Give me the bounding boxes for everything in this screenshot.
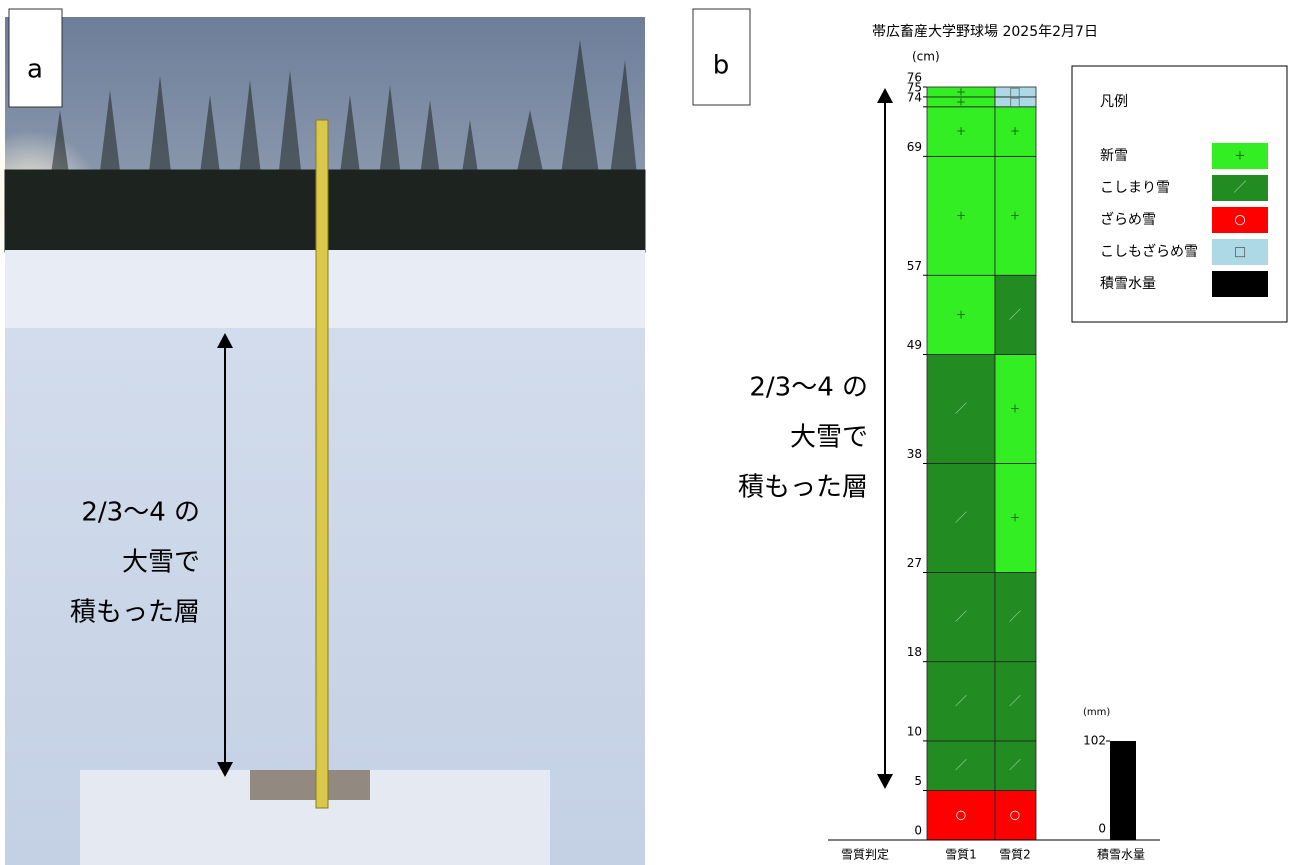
layer-symbol: + — [1010, 208, 1020, 222]
y-tick-label: 27 — [907, 556, 922, 570]
layer-symbol: ／ — [1009, 610, 1021, 624]
layer-symbol: ／ — [1009, 694, 1021, 708]
layer-symbol: ／ — [1009, 307, 1021, 321]
y-tick-label: 5 — [914, 774, 922, 788]
legend-symbol: ○ — [1234, 213, 1245, 228]
chart-title: 帯広畜産大学野球場 2025年2月7日 — [872, 24, 1098, 40]
legend-label: ざらめ雪 — [1100, 211, 1156, 228]
layer-symbol: + — [956, 124, 966, 138]
legend-symbol: + — [1235, 149, 1246, 164]
y-unit: (cm) — [912, 50, 940, 64]
annotation-line: 2/3〜4 の — [81, 498, 200, 528]
x-category-label: 雪質判定 — [841, 847, 889, 862]
layer-symbol: ／ — [1009, 758, 1021, 772]
layer-symbol: ／ — [955, 758, 967, 772]
legend-label: 積雪水量 — [1100, 276, 1156, 292]
layer-symbol: + — [956, 84, 966, 98]
water-tick-label: 102 — [1083, 734, 1106, 748]
y-tick-label: 38 — [907, 447, 922, 461]
y-tick-label: 57 — [907, 259, 922, 273]
y-tick-label: 76 — [907, 71, 922, 85]
panel-label: a — [27, 55, 43, 85]
legend-label: こしもざらめ雪 — [1100, 243, 1198, 260]
water-tick-label: 0 — [1098, 822, 1106, 836]
legend-label: 新雪 — [1100, 148, 1128, 164]
y-tick-label: 0 — [914, 824, 922, 838]
water-bar — [1110, 741, 1136, 840]
annotation-line: 大雪で — [790, 423, 868, 453]
page: a 2/3〜4 の 大雪で 積もった層 b 帯広畜産大学野球場 2025年2月7… — [0, 0, 1290, 865]
legend-symbol: □ — [1234, 245, 1246, 260]
layer-symbol: ／ — [955, 510, 967, 524]
y-tick-label: 10 — [907, 724, 922, 738]
figure: a 2/3〜4 の 大雪で 積もった層 b 帯広畜産大学野球場 2025年2月7… — [0, 0, 1290, 865]
layer-symbol: + — [1010, 510, 1020, 524]
layer-symbol: + — [1010, 124, 1020, 138]
legend-title: 凡例 — [1100, 94, 1128, 110]
layer-symbol: ○ — [956, 808, 966, 822]
x-category-label: 雪質2 — [999, 847, 1031, 862]
layer-symbol: + — [956, 307, 966, 321]
y-tick-label: 18 — [907, 645, 922, 659]
x-category-label: 雪質1 — [945, 847, 977, 862]
layer-symbol: ／ — [955, 610, 967, 624]
legend-swatch — [1212, 271, 1268, 297]
y-tick-label: 49 — [907, 338, 922, 352]
layer-symbol: ○ — [1010, 808, 1020, 822]
layer-symbol: + — [956, 208, 966, 222]
layer-symbol: ／ — [955, 402, 967, 416]
layer-symbol: ／ — [955, 694, 967, 708]
annotation-line: 2/3〜4 の — [749, 373, 868, 403]
water-unit: (mm) — [1083, 707, 1110, 718]
annotation-line: 積もった層 — [738, 473, 868, 503]
legend-label: こしまり雪 — [1100, 180, 1170, 196]
y-tick-label: 69 — [907, 140, 922, 154]
layer-symbol: □ — [1009, 84, 1020, 98]
panel-label: b — [713, 51, 730, 81]
water-label: 積雪水量 — [1097, 847, 1145, 862]
legend-symbol: ／ — [1233, 181, 1246, 196]
annotation-line: 積もった層 — [70, 598, 200, 628]
annotation-line: 大雪で — [122, 548, 200, 578]
layer-symbol: + — [1010, 402, 1020, 416]
photo: a 2/3〜4 の 大雪で 積もった層 — [0, 9, 645, 865]
